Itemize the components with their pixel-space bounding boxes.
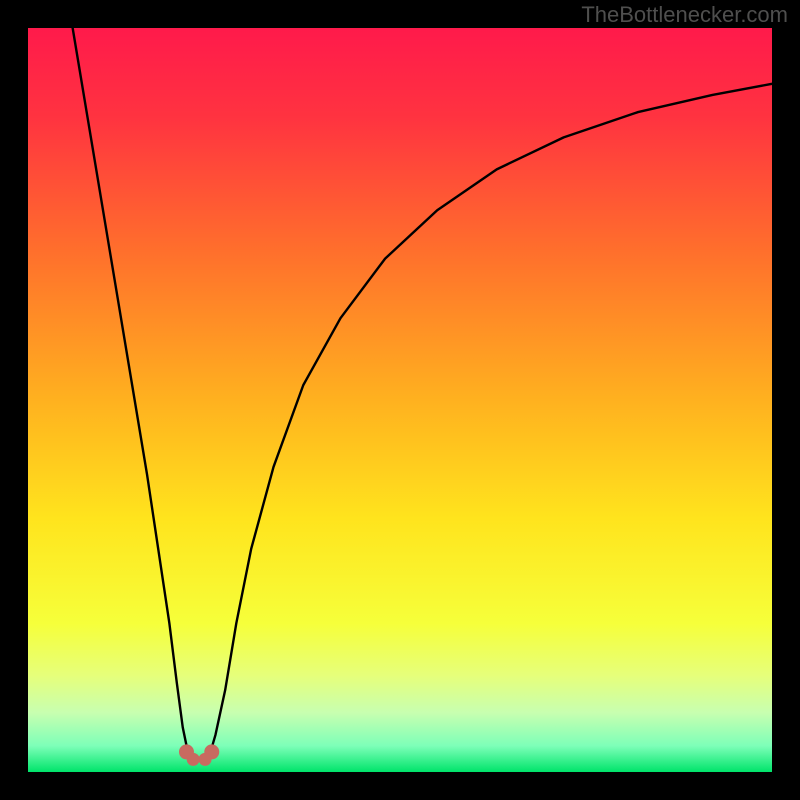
bottleneck-chart (0, 0, 800, 800)
gradient-plot-area (28, 28, 772, 772)
optimum-marker (204, 744, 219, 759)
watermark-text: TheBottlenecker.com (581, 2, 788, 28)
optimum-marker (187, 753, 200, 766)
